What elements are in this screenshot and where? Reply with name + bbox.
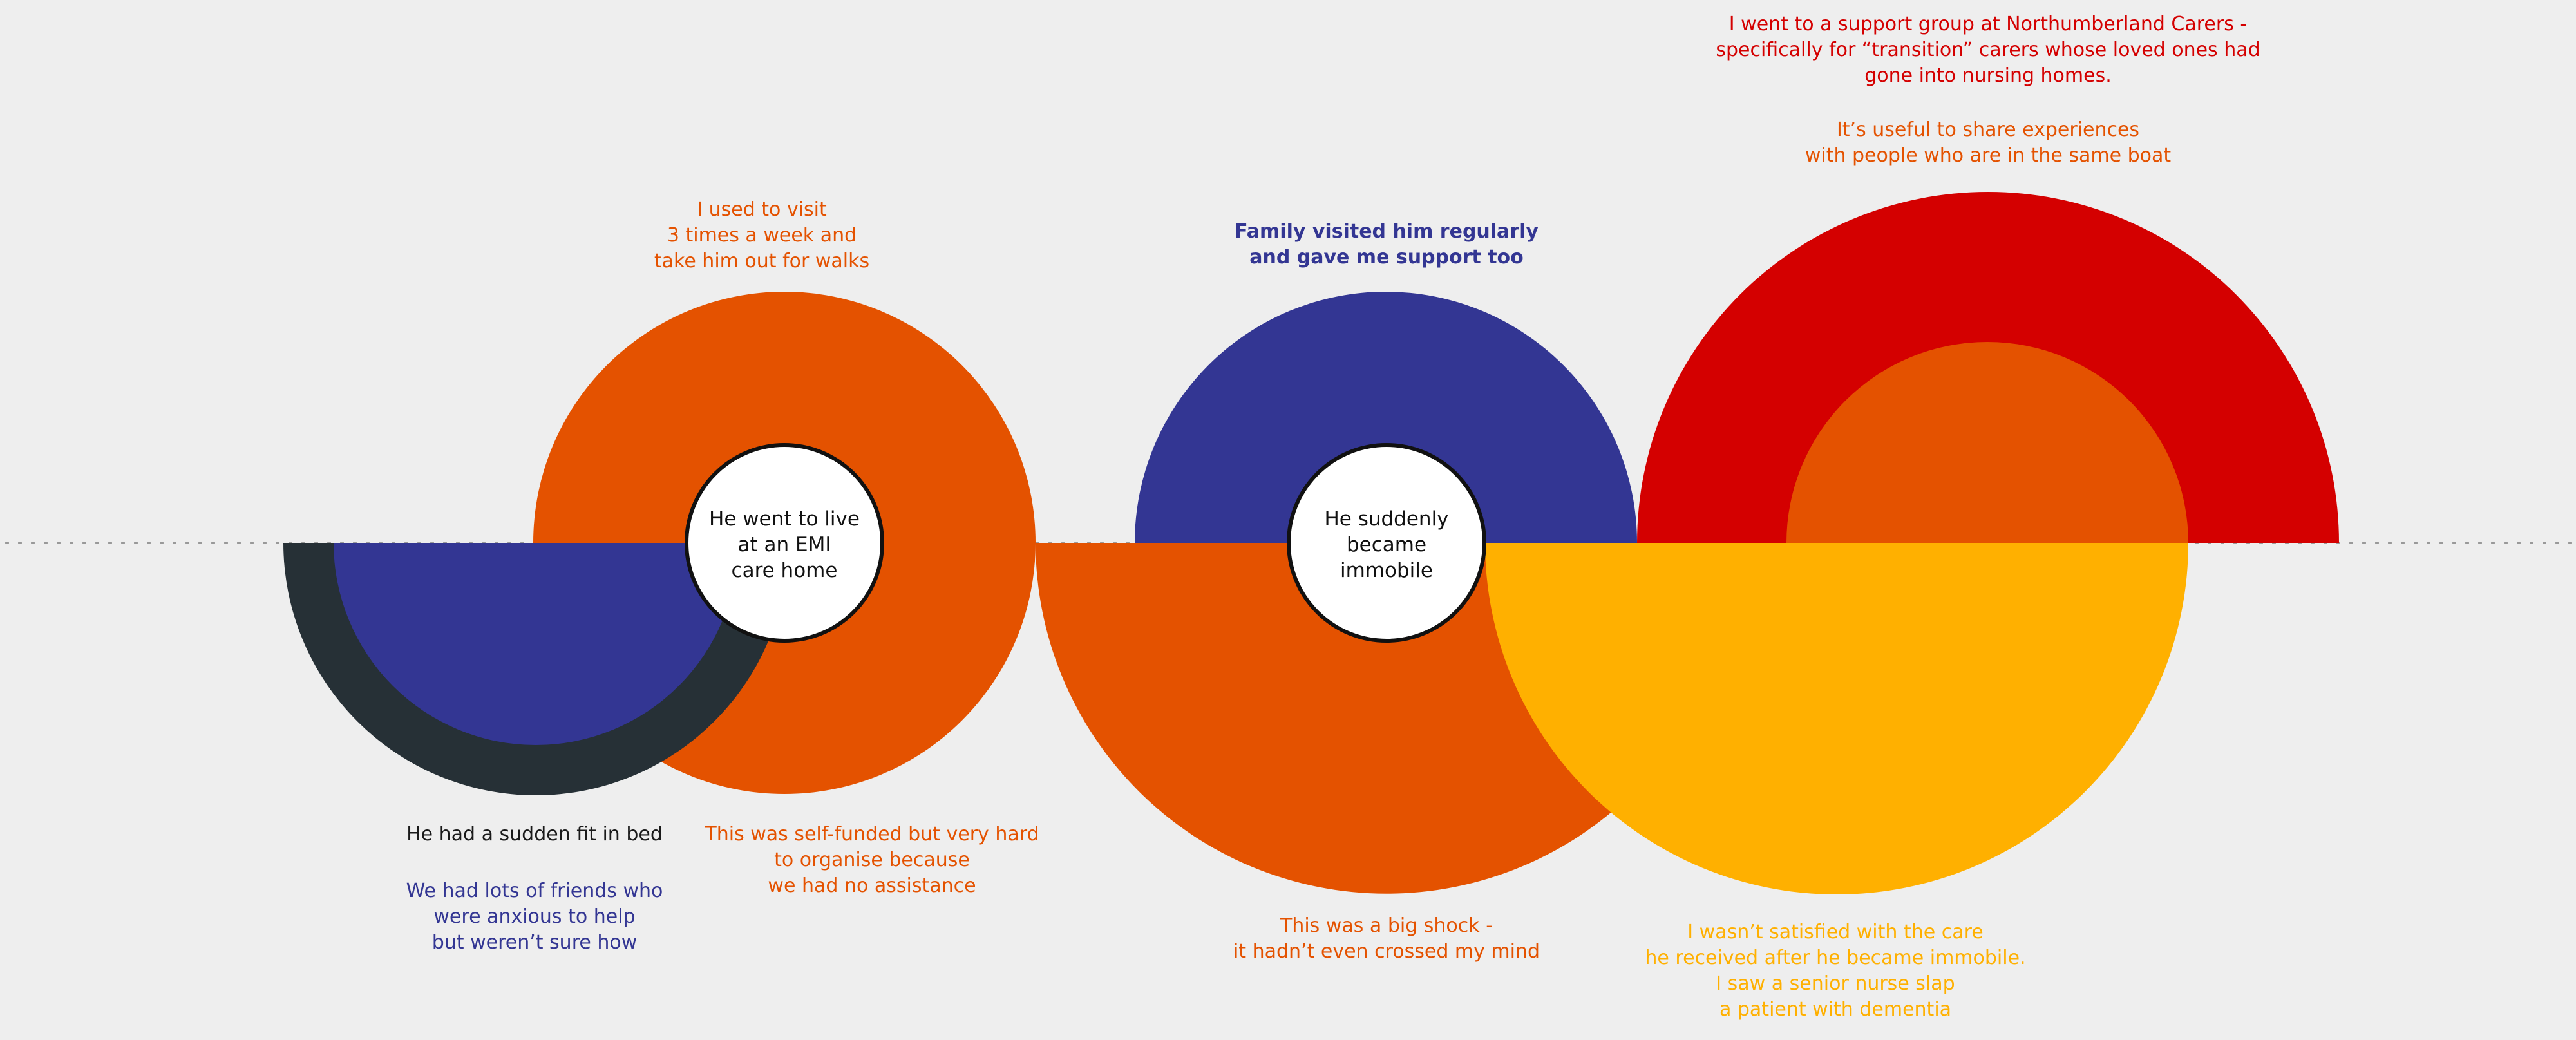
- note-visit: I used to visit 3 times a week and take …: [654, 198, 870, 272]
- orange-semicircle-sharing: [1786, 342, 2188, 543]
- note-not-satisfied: I wasn’t satisfied with the care he rece…: [1645, 921, 2026, 1021]
- node-label-care-home: He went to live at an EMI care home: [709, 507, 860, 582]
- navy-semicircle-family: [1135, 292, 1637, 543]
- yellow-semicircle-care: [1485, 543, 2188, 894]
- note-shock: This was a big shock - it hadn’t even cr…: [1233, 914, 1540, 963]
- note-support-group: I went to a support group at Northumberl…: [1716, 13, 2260, 87]
- node-circle-immobile: [1287, 443, 1486, 643]
- navy-semicircle-friends: [334, 543, 738, 745]
- note-fit: He had a sudden fit in bed: [406, 823, 663, 846]
- note-family: Family visited him regularly and gave me…: [1235, 220, 1539, 269]
- note-friends: We had lots of friends who were anxious …: [406, 880, 663, 954]
- node-circle-care-home: [685, 443, 884, 643]
- node-label-immobile: He suddenly became immobile: [1324, 507, 1449, 582]
- note-self-funded: This was self-funded but very hard to or…: [705, 823, 1039, 897]
- note-share: It’s useful to share experiences with pe…: [1804, 118, 2172, 167]
